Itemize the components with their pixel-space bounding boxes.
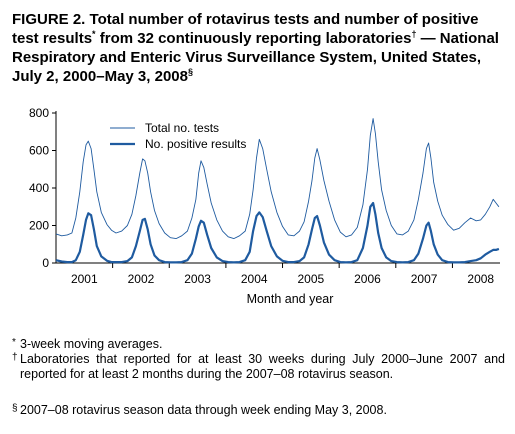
y-tick-label: 400 [29, 181, 49, 195]
x-tick-label: 2004 [241, 272, 268, 286]
figure-title: FIGURE 2. Total number of rotavirus test… [12, 10, 507, 86]
y-axis: 0 200 400 600 800 [29, 106, 57, 270]
y-tick-label: 800 [29, 106, 49, 120]
footnote-1-text: 3-week moving averages. [20, 337, 163, 351]
series-line-total-tests [55, 118, 500, 240]
footnote-3-text: 2007–08 rotavirus season data through we… [20, 403, 387, 417]
x-tick-label: 2003 [184, 272, 211, 286]
y-tick-label: 200 [29, 219, 49, 233]
legend-label: Total no. tests [145, 121, 219, 135]
y-tick-label: 600 [29, 144, 49, 158]
series-line-positive-results [55, 201, 500, 264]
y-tick-label: 0 [42, 256, 49, 270]
x-axis: 2001 2002 2003 2004 2005 2006 2007 2008 [56, 262, 500, 286]
figure-title-text-1: Total number of rotavirus tests and numb… [12, 11, 479, 47]
legend: Total no. tests No. positive results [110, 121, 246, 151]
footnote-2-text: Laboratories that reported for at least … [20, 352, 505, 381]
footnote-1: * 3-week moving averages. [12, 337, 507, 352]
x-axis-label: Month and year [247, 292, 334, 306]
x-tick-label: 2005 [297, 272, 324, 286]
footnote-1-mark: * [12, 337, 16, 348]
footnote-ref-section: § [187, 67, 193, 77]
x-tick-label: 2006 [354, 272, 381, 286]
footnote-2-mark: † [12, 352, 18, 363]
figure-title-prefix: FIGURE 2. [12, 11, 90, 28]
figure-title-text-3: — National Respiratory and Enteric Virus… [12, 30, 499, 85]
footnote-3-mark: § [12, 403, 18, 414]
footnote-ref-dagger: † [411, 29, 417, 39]
series-layer [55, 118, 500, 264]
footnote-ref-asterisk: * [92, 29, 96, 39]
x-tick-label: 2001 [71, 272, 98, 286]
footnote-3: § 2007–08 rotavirus season data through … [12, 403, 507, 418]
figure-title-text-2: from 32 continuously reporting laborator… [95, 30, 412, 47]
x-tick-label: 2002 [128, 272, 155, 286]
footnote-2: † Laboratories that reported for at leas… [12, 352, 505, 382]
x-tick-label: 2007 [411, 272, 438, 286]
x-tick-label: 2008 [467, 272, 494, 286]
legend-label: No. positive results [145, 137, 246, 151]
